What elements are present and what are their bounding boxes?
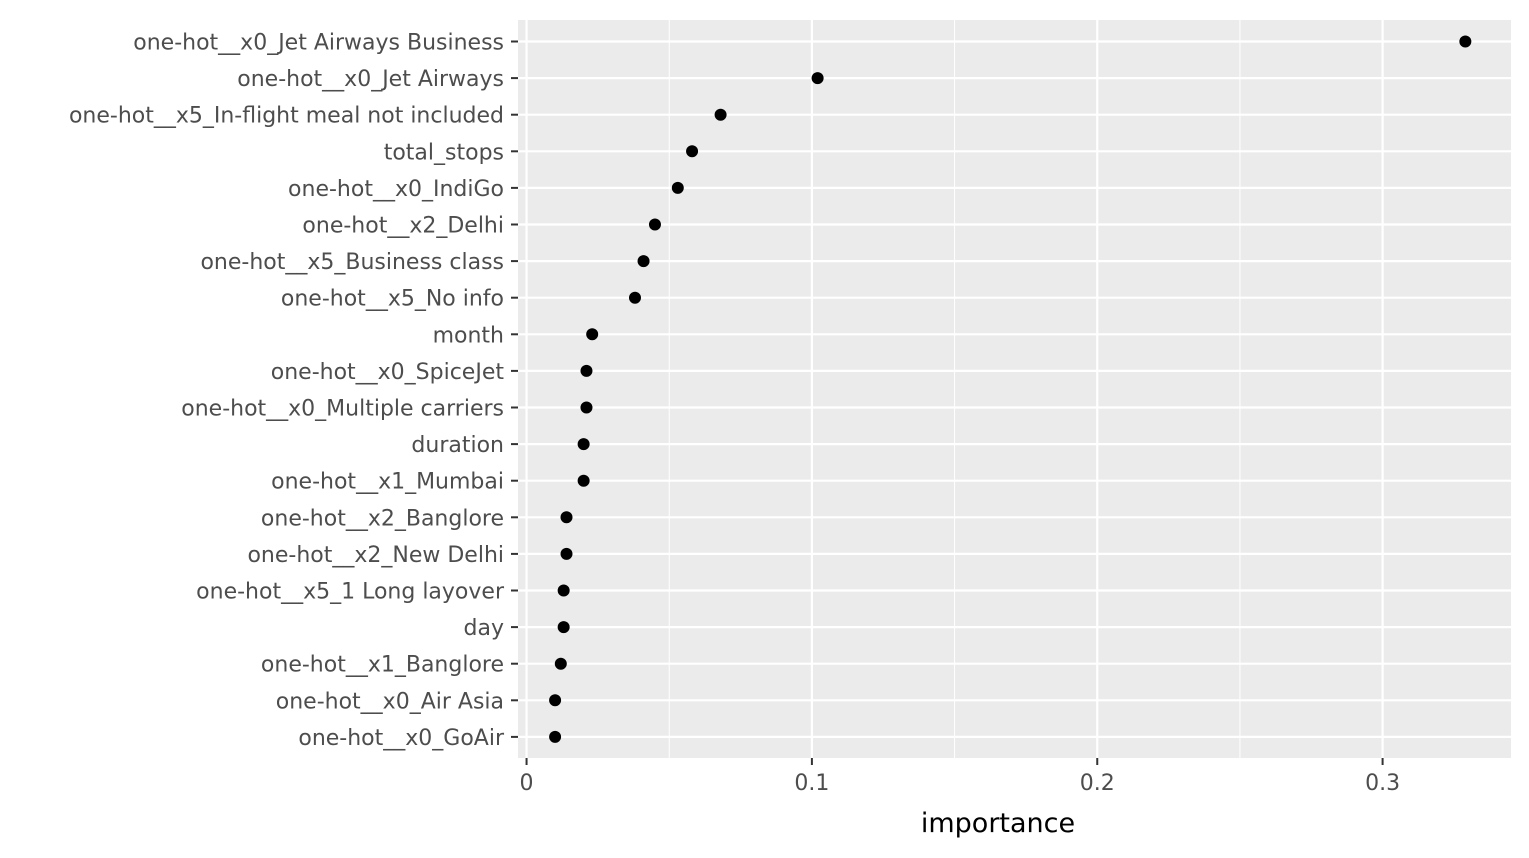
- data-point: [554, 657, 567, 670]
- data-point: [648, 218, 661, 231]
- data-point: [637, 255, 650, 268]
- data-point: [714, 108, 727, 121]
- x-axis: 0 0.1 0.2 0.3: [520, 758, 1400, 796]
- grid-minor: [668, 20, 1241, 758]
- data-point: [577, 474, 590, 487]
- y-tick-label: one-hot__x2_New Delhi: [247, 543, 504, 568]
- data-point: [580, 364, 593, 377]
- y-tick-label: one-hot__x2_Delhi: [302, 214, 504, 239]
- data-points: [549, 35, 1472, 743]
- data-point: [560, 511, 573, 524]
- y-tick-label: one-hot__x0_Air Asia: [276, 689, 504, 714]
- x-tick-label: 0.2: [1080, 771, 1115, 796]
- data-point: [580, 401, 593, 414]
- y-tick-label: one-hot__x0_GoAir: [298, 726, 505, 751]
- data-point: [577, 438, 590, 451]
- y-tick-label: month: [433, 323, 504, 348]
- data-point: [557, 584, 570, 597]
- data-point: [557, 621, 570, 634]
- y-tick-label: duration: [411, 433, 504, 458]
- data-point: [628, 291, 641, 304]
- y-tick-label: one-hot__x5_No info: [281, 287, 504, 312]
- data-point: [1459, 35, 1472, 48]
- y-tick-label: one-hot__x0_Jet Airways: [237, 67, 504, 92]
- y-tick-label: one-hot__x5_In-flight meal not included: [69, 104, 504, 129]
- y-tick-label: one-hot__x0_IndiGo: [288, 177, 504, 202]
- data-point: [560, 547, 573, 560]
- x-tick-label: 0.1: [794, 771, 829, 796]
- data-point: [686, 145, 699, 158]
- y-tick-label: one-hot__x0_SpiceJet: [271, 360, 505, 385]
- y-tick-label: one-hot__x5_1 Long layover: [196, 580, 505, 605]
- y-tick-label: day: [464, 616, 504, 641]
- y-axis: one-hot__x0_Jet Airways Business one-hot_…: [69, 31, 518, 751]
- data-point: [671, 181, 684, 194]
- data-point: [586, 328, 599, 341]
- x-tick-label: 0: [520, 771, 534, 796]
- data-point: [811, 72, 824, 85]
- data-point: [549, 730, 562, 743]
- y-tick-label: total_stops: [384, 140, 504, 165]
- x-tick-label: 0.3: [1365, 771, 1400, 796]
- plot-panel: [518, 20, 1511, 758]
- y-tick-label: one-hot__x0_Jet Airways Business: [133, 31, 504, 56]
- y-tick-label: one-hot__x1_Mumbai: [271, 470, 504, 495]
- y-tick-label: one-hot__x1_Banglore: [261, 653, 504, 678]
- x-axis-title: importance: [921, 808, 1075, 839]
- y-tick-label: one-hot__x2_Banglore: [261, 506, 504, 531]
- y-tick-label: one-hot__x0_Multiple carriers: [181, 397, 504, 422]
- y-tick-label: one-hot__x5_Business class: [200, 250, 504, 275]
- data-point: [549, 694, 562, 707]
